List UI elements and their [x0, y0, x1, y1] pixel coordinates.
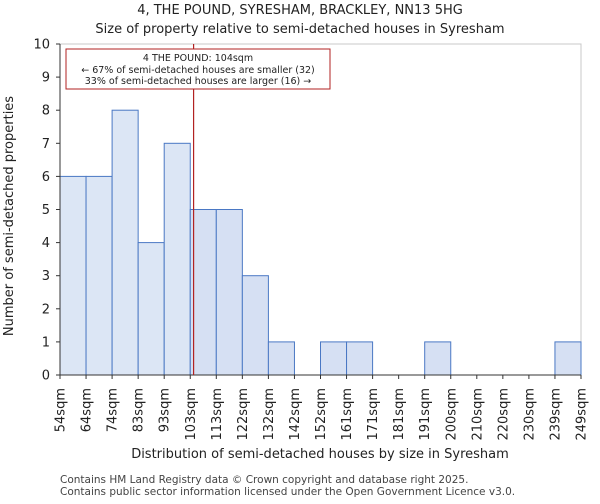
bar: [241, 275, 269, 376]
x-tick-label: 132sqm: [262, 388, 277, 441]
y-tick-label: 1: [42, 335, 50, 350]
y-tick-label: 0: [42, 369, 50, 384]
x-tick-label: 220sqm: [496, 388, 511, 441]
x-tick-label: 239sqm: [548, 388, 563, 441]
x-tick-label: 152sqm: [314, 388, 329, 441]
x-axis-title: Distribution of semi-detached houses by …: [131, 447, 509, 462]
x-tick-label: 191sqm: [418, 388, 433, 441]
x-tick-label: 122sqm: [236, 388, 251, 441]
x-tick-label: 249sqm: [575, 388, 590, 441]
annotation-line-2: ← 67% of semi-detached houses are smalle…: [81, 65, 315, 76]
bar: [424, 341, 452, 376]
annotation-border: [65, 48, 331, 90]
chart-title: 4, THE POUND, SYRESHAM, BRACKLEY, NN13 5…: [137, 3, 463, 18]
bar: [111, 109, 139, 376]
footer-line-1: Contains HM Land Registry data © Crown c…: [60, 474, 468, 486]
bar: [215, 209, 243, 376]
y-tick-label: 4: [42, 236, 50, 251]
bar: [267, 341, 295, 376]
x-tick-label: 54sqm: [54, 388, 69, 432]
x-tick-label: 64sqm: [80, 388, 95, 432]
x-tick-label: 171sqm: [366, 388, 381, 441]
y-tick-label: 6: [42, 170, 50, 185]
annotation-box: 4 THE POUND: 104sqm ← 67% of semi-detach…: [65, 48, 331, 90]
y-tick-label: 3: [42, 269, 50, 284]
y-axis-title: Number of semi-detached properties: [2, 96, 17, 336]
x-tick-label: 83sqm: [132, 388, 147, 432]
bar: [346, 341, 374, 376]
y-tick-label: 5: [42, 203, 50, 218]
annotation-line-3: 33% of semi-detached houses are larger (…: [85, 76, 312, 87]
y-tick-label: 10: [33, 38, 50, 53]
x-tick-label: 74sqm: [106, 388, 121, 432]
chart-subtitle: Size of property relative to semi-detach…: [95, 22, 504, 37]
x-tick-label: 142sqm: [288, 388, 303, 441]
y-tick-label: 2: [42, 302, 50, 317]
bar: [163, 142, 191, 376]
x-tick-label: 113sqm: [210, 388, 225, 441]
y-tick-label: 9: [42, 71, 50, 86]
plot-area: 0 1 2 3 4 5 6 7 8 9 10 54sqm 64sqm 74sqm 83sqm 93sqm 103…: [33, 38, 589, 441]
x-tick-label: 103sqm: [184, 388, 199, 441]
bar: [59, 175, 87, 376]
bar: [189, 209, 217, 376]
bar: [554, 341, 582, 376]
x-tick-label: 200sqm: [444, 388, 459, 441]
x-tick-label: 210sqm: [470, 388, 485, 441]
x-tick-label: 93sqm: [158, 388, 173, 432]
y-tick-label: 8: [42, 104, 50, 119]
x-tick-label: 230sqm: [522, 388, 537, 441]
bar: [137, 242, 165, 376]
x-tick-label: 161sqm: [340, 388, 355, 441]
y-tick-label: 7: [42, 137, 50, 152]
annotation-line-1: 4 THE POUND: 104sqm: [143, 53, 253, 64]
bar: [85, 175, 113, 376]
bar: [320, 341, 348, 376]
footer-line-2: Contains public sector information licen…: [60, 486, 515, 498]
x-tick-label: 181sqm: [392, 388, 407, 441]
